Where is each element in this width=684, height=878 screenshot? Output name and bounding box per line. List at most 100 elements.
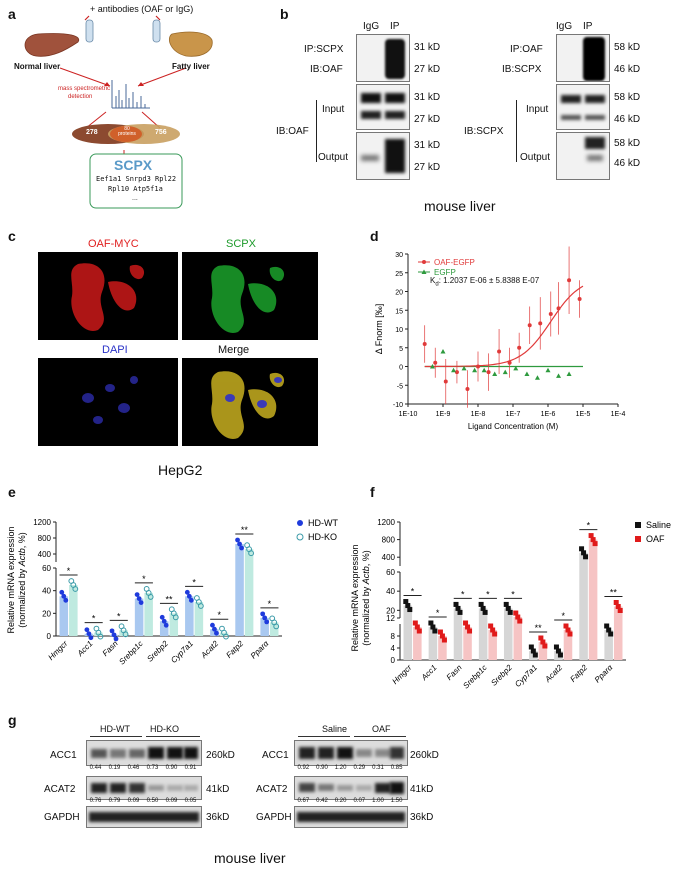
g-right-acc1-blot bbox=[294, 740, 408, 766]
b-left-bracket bbox=[316, 100, 317, 162]
oaf-point bbox=[577, 297, 582, 301]
point-saline bbox=[528, 644, 534, 650]
b-left-input-label: Input bbox=[322, 104, 345, 115]
legend-label-oaf: OAF bbox=[646, 534, 665, 544]
point-oaf bbox=[563, 623, 569, 629]
legend-marker-hd-ko bbox=[296, 533, 304, 541]
oaf-fit-curve bbox=[424, 285, 584, 368]
point-hd-wt bbox=[163, 622, 169, 628]
quant-value: 0.92 bbox=[297, 765, 310, 771]
point-hd-ko bbox=[122, 631, 129, 638]
normal-liver-label: Normal liver bbox=[14, 62, 61, 71]
point-hd-wt bbox=[260, 611, 266, 617]
point-saline bbox=[453, 601, 459, 607]
bar-hd-wt bbox=[235, 544, 244, 636]
g-left-q1-row: 0.44 0.19 0.46 0.73 0.90 0.91 bbox=[86, 765, 200, 775]
point-oaf bbox=[437, 629, 443, 635]
bar-hd-ko bbox=[69, 585, 78, 636]
point-oaf bbox=[441, 637, 447, 643]
point-oaf bbox=[565, 627, 571, 633]
category-label: Srebp1c bbox=[117, 639, 144, 666]
point-hd-ko bbox=[223, 633, 229, 640]
egfp-point bbox=[534, 375, 540, 380]
point-oaf bbox=[412, 620, 418, 626]
ms-label-2: detection bbox=[68, 94, 93, 100]
quant-value: 0.29 bbox=[353, 765, 366, 771]
point-oaf bbox=[538, 635, 544, 641]
point-oaf bbox=[467, 628, 473, 634]
category-label: Acat2 bbox=[543, 663, 565, 685]
d-legend-egfp: EGFP bbox=[434, 268, 456, 277]
point-hd-wt bbox=[210, 622, 215, 628]
b-left-size-3: 31 kD bbox=[414, 92, 441, 103]
b-right-input-label: Input bbox=[526, 104, 549, 115]
bar-hd-ko bbox=[194, 602, 204, 636]
egfp-point bbox=[451, 367, 457, 373]
y-tick-label: 4 bbox=[391, 644, 396, 653]
point-saline bbox=[457, 609, 463, 615]
significance-label: * bbox=[217, 610, 221, 620]
point-hd-wt bbox=[159, 614, 165, 620]
point-oaf bbox=[540, 639, 546, 645]
b-left-input-blot bbox=[356, 84, 410, 130]
point-hd-wt bbox=[237, 541, 242, 547]
y-axis-label: Relative mRNA expression(normalized by A… bbox=[6, 526, 27, 633]
bar-saline bbox=[478, 608, 488, 660]
legend-marker-hd-wt bbox=[297, 520, 303, 526]
box-line-3: ... bbox=[132, 195, 138, 202]
point-hd-wt bbox=[188, 597, 194, 603]
legend-label-hd-wt: HD-WT bbox=[308, 518, 338, 528]
g-right-size1: 260kD bbox=[410, 750, 439, 761]
significance-label: * bbox=[436, 608, 440, 618]
micrograph-scpx bbox=[182, 252, 318, 340]
quant-value: 0.67 bbox=[297, 798, 310, 804]
bar-oaf bbox=[438, 636, 447, 660]
b-right-ip-label: IP:OAF bbox=[510, 44, 543, 55]
b-left-ip-label: IP:SCPX bbox=[304, 44, 344, 55]
y-tick-label: 40 bbox=[42, 587, 51, 596]
normal-liver-icon bbox=[24, 33, 80, 57]
point-saline bbox=[403, 599, 409, 605]
g-right-gapdh: GAPDH bbox=[256, 812, 292, 823]
point-saline bbox=[606, 627, 612, 633]
legend-marker-oaf bbox=[635, 536, 641, 542]
g-left-size2: 41kD bbox=[206, 784, 230, 795]
ms-label-1: mass spectrometric bbox=[58, 86, 111, 92]
point-saline bbox=[530, 648, 536, 654]
oaf-point bbox=[548, 312, 553, 316]
point-saline bbox=[608, 631, 614, 637]
b-right-size-4: 46 kD bbox=[614, 114, 641, 125]
point-oaf bbox=[517, 618, 523, 624]
category-label: Fasn bbox=[101, 639, 120, 658]
point-saline bbox=[581, 550, 587, 556]
quant-value: 0.05 bbox=[184, 798, 197, 804]
point-saline bbox=[407, 607, 413, 613]
significance-label: * bbox=[142, 574, 146, 584]
point-hd-wt bbox=[235, 537, 240, 543]
chart-f: 120080040060402012840*Hmgcr*Acc1*Fasn*Sr… bbox=[350, 518, 671, 690]
bar-saline bbox=[453, 608, 463, 660]
significance-label: ** bbox=[535, 623, 543, 633]
g-caption: mouse liver bbox=[214, 850, 286, 866]
bar-saline bbox=[403, 605, 413, 660]
venn-left-count: 278 bbox=[86, 129, 98, 136]
micrograph-merge bbox=[182, 358, 318, 446]
g-left-gapdh: GAPDH bbox=[44, 812, 80, 823]
egfp-point bbox=[440, 349, 446, 354]
point-saline bbox=[557, 652, 563, 658]
bar-hd-ko bbox=[219, 632, 229, 636]
b-right-size-1: 58 kD bbox=[614, 42, 641, 53]
point-saline bbox=[579, 546, 585, 552]
bar-oaf bbox=[588, 539, 598, 660]
egfp-point bbox=[461, 365, 467, 371]
significance-label: * bbox=[117, 611, 121, 621]
quant-value: 0.90 bbox=[316, 765, 328, 771]
quant-value: 0.20 bbox=[334, 798, 347, 804]
d-x-tick-label: 1E-4 bbox=[611, 411, 626, 418]
point-saline bbox=[604, 623, 610, 629]
venn-right-count: 756 bbox=[155, 129, 167, 136]
g-left-acc1-blot bbox=[86, 740, 202, 766]
d-x-tick-label: 1E-6 bbox=[541, 411, 556, 418]
b-left-size-5: 31 kD bbox=[414, 140, 441, 151]
g-right-group1: Saline bbox=[322, 724, 348, 734]
